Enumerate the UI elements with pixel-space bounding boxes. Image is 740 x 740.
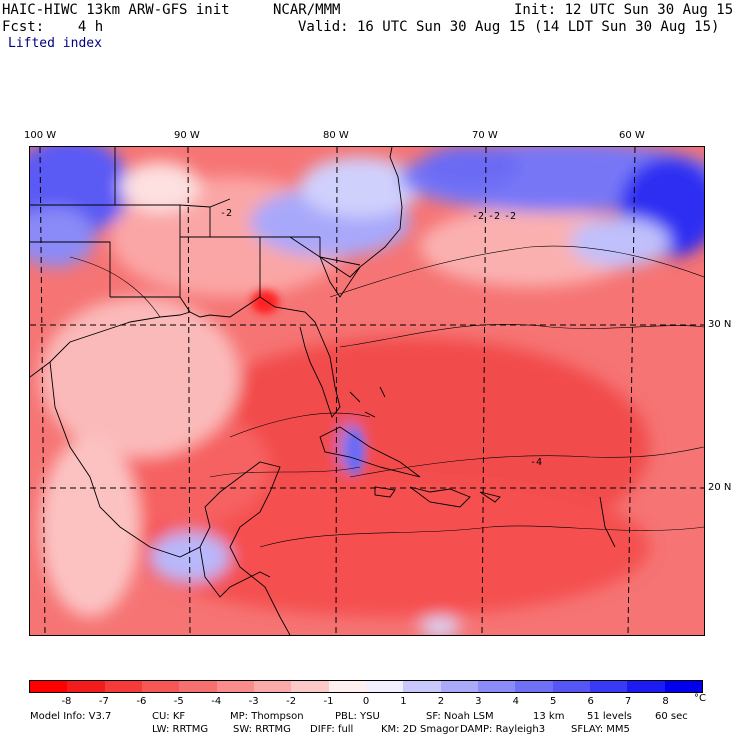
colorbar-unit: °C — [694, 693, 706, 704]
contour-label: -2 — [220, 208, 232, 219]
coastlines — [30, 147, 616, 635]
lifted-index-map: -2 -2 -2 -2 -4 — [29, 146, 705, 636]
model-info-item: MP: Thompson — [230, 711, 304, 722]
contour-label: -2 — [488, 211, 500, 222]
colorbar-swatch — [328, 681, 366, 692]
model-info-item: PBL: YSU — [335, 711, 380, 722]
valid-time: Valid: 16 UTC Sun 30 Aug 15 (14 LDT Sun … — [298, 19, 720, 35]
model-title: HAIC-HIWC 13km ARW-GFS init — [2, 2, 230, 18]
model-info-item: SW: RRTMG — [233, 724, 291, 735]
colorbar-swatch — [253, 681, 292, 692]
colorbar-swatch — [291, 681, 329, 692]
lon-label-80w: 80 W — [323, 130, 349, 141]
model-info-item: LW: RRTMG — [152, 724, 209, 735]
colorbar-swatch — [589, 681, 628, 692]
colorbar-swatch — [365, 681, 404, 692]
colorbar-swatch — [67, 681, 105, 692]
colorbar — [29, 680, 703, 693]
lon-label-90w: 90 W — [174, 130, 200, 141]
colorbar-tick-label: 4 — [512, 696, 519, 707]
lat-label-30n: 30 N — [708, 319, 732, 330]
colorbar-tick-label: -2 — [286, 696, 297, 707]
forecast-hour: Fcst: 4 h — [2, 19, 104, 35]
colorbar-tick-label: 5 — [550, 696, 557, 707]
colorbar-tick-label: 2 — [437, 696, 445, 707]
model-info-item: 51 levels — [587, 711, 632, 722]
map-svg: -2 -2 -2 -2 -4 — [30, 147, 704, 635]
model-info-item: DIFF: full — [310, 724, 354, 735]
colorbar-swatch — [515, 681, 553, 692]
contour-label: -2 — [472, 211, 484, 222]
colorbar-tick-label: 1 — [400, 696, 407, 707]
colorbar-swatch — [627, 681, 665, 692]
colorbar-swatch — [403, 681, 441, 692]
contour-label: -4 — [530, 457, 542, 468]
model-info-item: Model Info: V3.7 — [30, 711, 112, 722]
contours — [69, 245, 704, 548]
colorbar-swatch — [30, 681, 68, 692]
colorbar-tick-label: 3 — [475, 696, 482, 707]
colorbar-tick-label: -4 — [211, 696, 222, 707]
colorbar-tick-label: -3 — [248, 696, 259, 707]
colorbar-tick-label: 7 — [624, 696, 632, 707]
model-info-item: 60 sec — [655, 711, 688, 722]
field-shading — [30, 147, 704, 635]
colorbar-swatch — [216, 681, 254, 692]
init-time: Init: 12 UTC Sun 30 Aug 15 — [514, 2, 734, 18]
model-info-item: SFLAY: MM5 — [571, 724, 630, 735]
colorbar-swatch — [477, 681, 516, 692]
lon-label-70w: 70 W — [472, 130, 498, 141]
latlon-grid — [30, 147, 704, 635]
lon-label-100w: 100 W — [24, 130, 57, 141]
model-info-item: DAMP: Rayleigh3 — [460, 724, 546, 735]
contour-label: -2 — [504, 211, 516, 222]
colorbar-swatch — [141, 681, 180, 692]
model-info-item: SF: Noah LSM — [426, 711, 494, 722]
colorbar-tick-label: -8 — [61, 696, 72, 707]
lat-label-20n: 20 N — [708, 482, 732, 493]
colorbar-tick-label: -6 — [136, 696, 147, 707]
colorbar-tick-label: 8 — [662, 696, 669, 707]
colorbar-swatch — [552, 681, 590, 692]
model-info-item: CU: KF — [152, 711, 186, 722]
colorbar-tick-label: -7 — [98, 696, 109, 707]
colorbar-tick-label: 6 — [587, 696, 594, 707]
colorbar-tick-label: -1 — [323, 696, 334, 707]
model-info-item: KM: 2D Smagor — [381, 724, 459, 735]
colorbar-swatch — [440, 681, 478, 692]
colorbar-tick-label: 0 — [362, 696, 370, 707]
field-name: Lifted index — [8, 36, 102, 51]
colorbar-swatch — [104, 681, 142, 692]
lon-label-60w: 60 W — [619, 130, 645, 141]
model-info-item: 13 km — [533, 711, 565, 722]
org-label: NCAR/MMM — [273, 2, 341, 18]
colorbar-swatch — [179, 681, 217, 692]
colorbar-tick-label: -5 — [173, 696, 184, 707]
colorbar-swatch — [664, 681, 702, 692]
